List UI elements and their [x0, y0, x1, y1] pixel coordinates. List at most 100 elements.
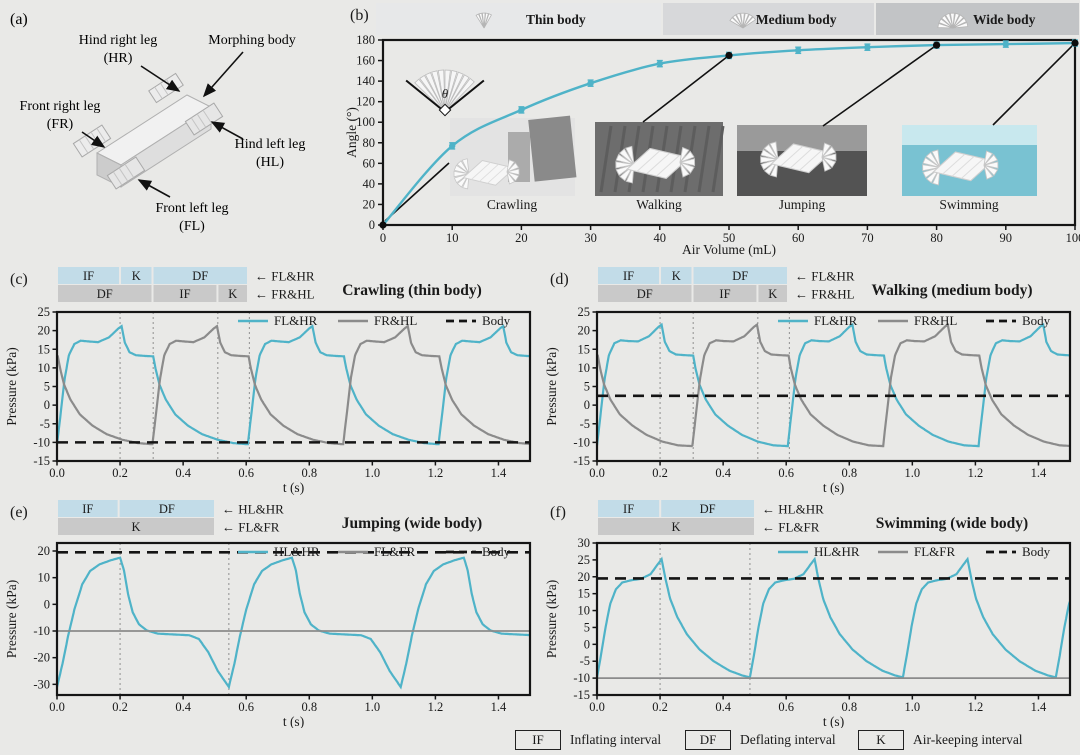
mode-caption: Jumping	[779, 197, 826, 212]
x-tick-label: 70	[861, 231, 874, 245]
fan-icon	[506, 159, 520, 185]
plot-legend: FL&HR FR&HL Body	[238, 313, 511, 328]
x-tick-label: 0.4	[175, 700, 191, 714]
x-tick-label: 0.2	[652, 466, 668, 480]
legend-label: Body	[1022, 544, 1051, 559]
x-tick-label: 10	[446, 231, 459, 245]
y-tick-label: 20	[578, 324, 591, 338]
y-tick-label: 0	[369, 218, 375, 232]
y-axis-label: Pressure (kPa)	[4, 580, 19, 658]
interval-segment	[758, 285, 787, 302]
label-hind-left-abbr: (HL)	[256, 155, 284, 170]
interval-segment	[58, 285, 152, 302]
interval-letter: IF	[83, 269, 94, 283]
panel-f: (f) IF DF ← HL&HR K ← FL&FR Swimming (wide bod…	[540, 495, 1080, 728]
y-tick-label: 140	[356, 74, 375, 88]
x-tick-label: 0.6	[238, 700, 254, 714]
panel-c: (c) IF K DF ← FL&HR DF IF K ← FR&HL Crawling (thi…	[0, 262, 540, 495]
interval-segment	[121, 267, 152, 284]
body-type-segment	[876, 3, 1079, 35]
panel-a: (a)	[0, 0, 345, 262]
x-tick-label: 1.4	[1031, 466, 1047, 480]
plot-legend: HL&HR FL&FR Body	[778, 544, 1051, 559]
axes: 0.0 0.2 0.4 0.6 0.8 1.0 1.2 1.4 -15 -10 -5 0 5 10 15 20…	[573, 305, 1047, 480]
interval-letter: K	[132, 269, 141, 283]
body-type-label: Wide body	[973, 12, 1036, 27]
x-axis-label: t (s)	[283, 714, 304, 728]
x-tick-label: 0.6	[778, 700, 794, 714]
interval-target-label: ← FR&HL	[255, 287, 315, 302]
fan-icon	[679, 146, 696, 178]
y-tick-label: 100	[356, 115, 375, 129]
x-tick-label: 1.0	[365, 466, 381, 480]
series-FL-HR	[55, 324, 530, 446]
y-tick-label: 5	[584, 620, 590, 634]
body-type-segment	[663, 3, 874, 35]
interval-target-label: ← FL&HR	[255, 269, 315, 284]
fan-icon	[983, 150, 999, 180]
df-box: DF	[685, 730, 731, 750]
legend-label: FR&HL	[374, 313, 417, 328]
y-tick-label: 20	[38, 544, 51, 558]
interval-segment	[598, 500, 660, 517]
label-hind-right-abbr: (HR)	[104, 51, 133, 66]
medium-body-fan-icon	[729, 12, 757, 29]
interval-segment	[119, 500, 214, 517]
interval-target-label: ← FL&HR	[795, 269, 855, 284]
mode-thumbnails	[450, 115, 1037, 196]
label-front-right-abbr: (FR)	[47, 117, 74, 132]
y-tick-label: 0	[584, 637, 590, 651]
robot-crawling	[453, 158, 520, 190]
annotation-arrows	[81, 51, 244, 198]
legend-item-air-keeping: K Air-keeping interval	[858, 730, 1023, 752]
arrow-front-left	[137, 179, 171, 198]
hind-right-leg	[148, 72, 184, 104]
panel-c-label: (c)	[10, 271, 28, 288]
panel-d-label: (d)	[550, 271, 569, 288]
interval-segment	[661, 500, 754, 517]
axis-box	[55, 310, 532, 463]
interval-target-label: ← FL&FR	[222, 520, 280, 535]
x-tick-label: 0.0	[589, 466, 605, 480]
theta-symbol: θ	[442, 86, 449, 101]
y-tick-label: -5	[580, 654, 590, 668]
legend-label: Body	[482, 313, 511, 328]
x-tick-label: 80	[930, 231, 943, 245]
y-tick-label: 25	[578, 305, 591, 319]
arrow-hind-right	[140, 65, 181, 92]
y-tick-label: 25	[38, 305, 51, 319]
callout-line	[822, 44, 938, 127]
interval-letter: K	[768, 287, 777, 301]
interval-target-label: ← HL&HR	[222, 502, 284, 517]
panel-f-chart: (f) IF DF ← HL&HR K ← FL&FR Swimming (wide bod…	[544, 500, 1072, 728]
part-labels: Hind right leg (HR) Morphing body Front …	[20, 33, 306, 234]
interval-letter: IF	[179, 287, 190, 301]
x-tick-label: 100	[1066, 231, 1080, 245]
y-axis-label: Pressure (kPa)	[4, 347, 19, 425]
interval-segment	[661, 267, 692, 284]
x-tick-label: 50	[723, 231, 736, 245]
arrow-hind-left	[210, 121, 244, 140]
interval-segment	[153, 267, 247, 284]
label-front-left-leg: Front left leg	[155, 201, 228, 216]
x-tick-label: 20	[515, 231, 528, 245]
front-left-leg	[106, 156, 146, 190]
y-tick-label: 5	[584, 380, 590, 394]
interval-letter: IF	[623, 269, 634, 283]
mode-caption: Swimming	[939, 197, 999, 212]
interval-segment	[153, 285, 217, 302]
y-tick-label: -20	[33, 651, 50, 665]
robot-swimming	[922, 149, 999, 186]
interval-segment	[598, 285, 692, 302]
y-tick-label: 0	[584, 398, 590, 412]
legend-label: FL&FR	[374, 544, 416, 559]
x-tick-label: 0.8	[301, 466, 317, 480]
interval-letter: K	[228, 287, 237, 301]
legend-item-deflating: DF Deflating interval	[685, 730, 836, 752]
panel-e: (e) IF DF ← HL&HR K ← FL&FR Jumping (wide body…	[0, 495, 540, 728]
panel-b-chart: (b) Thin body Medium body Wide body Crawling…	[345, 3, 1080, 257]
x-tick-label: 0.4	[715, 700, 731, 714]
interval-letter: DF	[97, 287, 113, 301]
data-point	[518, 106, 525, 114]
